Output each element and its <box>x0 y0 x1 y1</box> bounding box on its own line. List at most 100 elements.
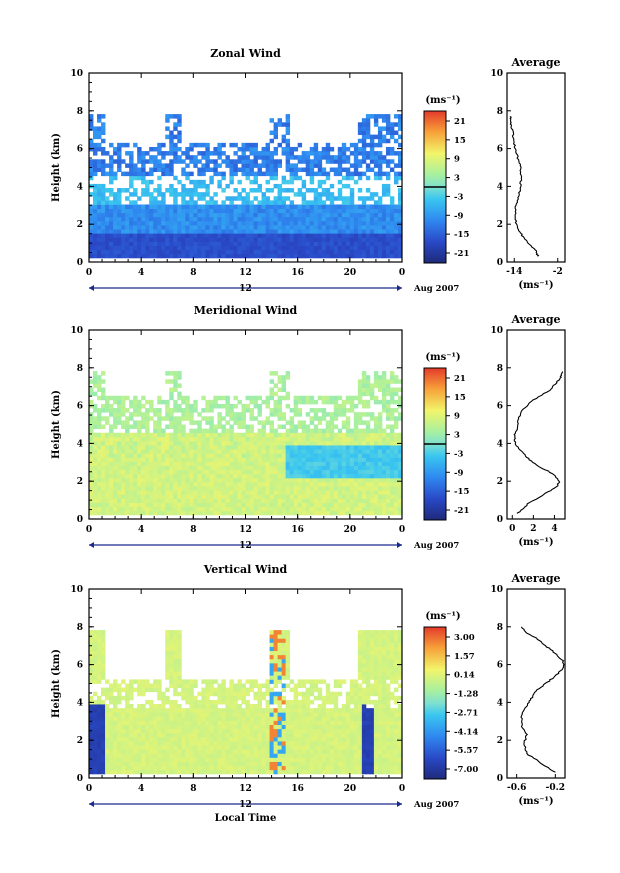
heatmap-cell <box>129 436 134 442</box>
heatmap-cell <box>181 237 186 242</box>
heatmap-cell <box>177 642 182 647</box>
heatmap-cell <box>325 155 331 160</box>
heatmap-cell <box>337 486 343 491</box>
heatmap-cell <box>169 473 174 479</box>
heatmap-cell <box>249 167 254 173</box>
heatmap-cell <box>157 204 162 209</box>
heatmap-cell <box>181 457 186 462</box>
heatmap-cell <box>165 634 170 639</box>
heatmap-cell <box>213 146 218 152</box>
heatmap-cell <box>381 159 387 164</box>
heatmap-cell <box>313 233 319 238</box>
heatmap-cell <box>361 383 367 388</box>
heatmap-cell <box>273 432 278 438</box>
heatmap-cell <box>293 465 299 471</box>
heatmap-cell <box>209 494 214 499</box>
heatmap-cell <box>205 416 210 421</box>
heatmap-cell <box>337 477 343 483</box>
heatmap-cell <box>249 432 254 438</box>
heatmap-cell <box>329 424 335 430</box>
heatmap-cell <box>189 498 194 503</box>
heatmap-cell <box>289 510 295 516</box>
heatmap-cell <box>209 761 214 767</box>
heatmap-cell <box>193 188 198 193</box>
heatmap-cell <box>101 728 106 734</box>
heatmap-cell <box>329 506 335 512</box>
heatmap-cell <box>205 716 210 721</box>
average-y-tick-label: 4 <box>497 439 503 449</box>
heatmap-cell <box>289 212 295 218</box>
heatmap-cell <box>325 225 331 230</box>
heatmap-cell <box>397 482 403 487</box>
heatmap-cell <box>201 440 206 446</box>
heatmap-cell <box>317 229 323 234</box>
heatmap-cell <box>229 461 234 466</box>
heatmap-cell <box>349 163 355 168</box>
heatmap-cell <box>153 253 158 259</box>
heatmap-cells <box>89 630 403 775</box>
heatmap-cell <box>125 498 130 503</box>
heatmap-cell <box>297 498 303 503</box>
heatmap-cell <box>129 412 134 417</box>
heatmap-cell <box>245 436 250 442</box>
heatmap-cell <box>141 212 146 218</box>
heatmap-cell <box>337 412 343 417</box>
heatmap-cell <box>177 749 182 754</box>
heatmap-cell <box>345 498 351 503</box>
heatmap-cell <box>133 171 138 177</box>
heatmap-cell <box>253 399 258 405</box>
heatmap-cell <box>337 204 343 209</box>
heatmap-cell <box>145 436 150 442</box>
heatmap-cell <box>281 216 287 222</box>
heatmap-cell <box>301 469 307 475</box>
heatmap-cell <box>353 229 359 234</box>
heatmap-cell <box>93 498 98 503</box>
average-y-tick-label: 0 <box>497 258 503 268</box>
heatmap-cell <box>117 216 122 222</box>
heatmap-cell <box>289 151 295 156</box>
heatmap-cell <box>89 473 94 479</box>
heatmap-cell <box>105 233 110 238</box>
heatmap-cell <box>209 498 214 503</box>
heatmap-cell <box>277 486 283 491</box>
heatmap-cell <box>229 482 234 487</box>
heatmap-cell <box>137 253 142 259</box>
heatmap-cell <box>233 416 238 421</box>
heatmap-cell <box>221 159 226 164</box>
heatmap-cell <box>185 412 190 417</box>
x-tick-label: 0 <box>399 525 405 535</box>
heatmap-cell <box>337 436 343 442</box>
heatmap-cell <box>397 192 403 197</box>
heatmap-cell <box>313 163 319 168</box>
heatmap-cell <box>213 749 218 754</box>
heatmap-cell <box>109 724 114 730</box>
heatmap-cell <box>177 506 182 512</box>
heatmap-cell <box>141 216 146 222</box>
heatmap-cell <box>177 638 182 643</box>
heatmap-cell <box>97 646 102 652</box>
heatmap-cell <box>193 241 198 246</box>
heatmap-cell <box>169 424 174 430</box>
heatmap-cell <box>349 436 355 442</box>
heatmap-cell <box>377 445 383 450</box>
heatmap-cell <box>393 229 399 234</box>
heatmap-cell <box>137 408 142 413</box>
heatmap-cell <box>97 716 102 721</box>
heatmap-cell <box>225 465 230 471</box>
heatmap-cell <box>305 473 311 479</box>
heatmap-cell <box>341 241 347 246</box>
heatmap-cell <box>181 761 186 767</box>
heatmap-cell <box>361 391 367 397</box>
heatmap-cell <box>337 155 343 160</box>
heatmap-cell <box>161 171 166 177</box>
heatmap-cell <box>241 445 246 450</box>
heatmap-cell <box>357 245 363 251</box>
heatmap-cell <box>121 695 126 701</box>
heatmap-cell <box>305 212 311 218</box>
heatmap-cell <box>221 432 226 438</box>
heatmap-cell <box>101 630 106 635</box>
heatmap-cell <box>229 249 234 255</box>
heatmap-cell <box>205 769 210 775</box>
heatmap-cell <box>209 753 214 758</box>
heatmap-cell <box>317 200 323 205</box>
